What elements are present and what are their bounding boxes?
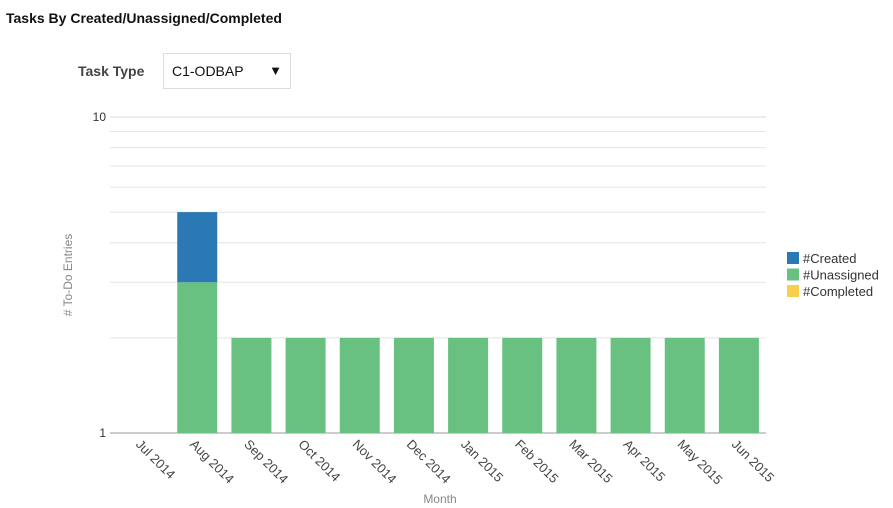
x-tick-label: Jul 2014	[133, 437, 178, 482]
bar	[285, 337, 326, 433]
y-axis-label: # To-Do Entries	[61, 234, 75, 316]
bar	[231, 337, 272, 433]
bar	[448, 337, 489, 433]
legend-swatch	[787, 285, 799, 297]
x-tick-label: Mar 2015	[566, 437, 615, 486]
bar	[502, 337, 543, 433]
x-tick-label: Sep 2014	[241, 437, 291, 487]
x-axis-label: Month	[423, 492, 456, 506]
legend-swatch	[787, 252, 799, 264]
dropdown-arrow: ▼	[269, 63, 282, 78]
x-tick-label: Aug 2014	[187, 437, 237, 487]
legend-label: #Completed	[803, 284, 873, 299]
bar	[718, 337, 759, 433]
x-tick-label: May 2015	[675, 437, 726, 488]
legend-label: #Created	[803, 251, 856, 266]
x-tick-label: Apr 2015	[620, 437, 668, 485]
x-tick-label: Feb 2015	[512, 437, 561, 486]
bar	[664, 337, 705, 433]
bar	[177, 212, 218, 283]
x-tick-label: Nov 2014	[350, 437, 400, 487]
legend-swatch	[787, 268, 799, 281]
select-value: C1-ODBAP	[172, 63, 244, 79]
legend-label: #Unassigned	[803, 268, 879, 283]
bar	[610, 337, 651, 433]
bar	[177, 282, 218, 433]
filter-label: Task Type	[78, 63, 145, 79]
x-tick-label: Jan 2015	[458, 437, 506, 485]
x-tick-label: Oct 2014	[295, 437, 343, 485]
chart-title: Tasks By Created/Unassigned/Completed	[6, 10, 282, 26]
bar	[339, 337, 380, 433]
x-tick-label: Jun 2015	[729, 437, 777, 485]
y-tick-label: 1	[99, 426, 106, 440]
x-tick-label: Dec 2014	[404, 437, 454, 487]
task-type-select[interactable]: C1-ODBAP ▼	[163, 53, 291, 89]
bar	[393, 337, 434, 433]
bar	[556, 337, 597, 433]
y-tick-label: 10	[93, 110, 107, 124]
